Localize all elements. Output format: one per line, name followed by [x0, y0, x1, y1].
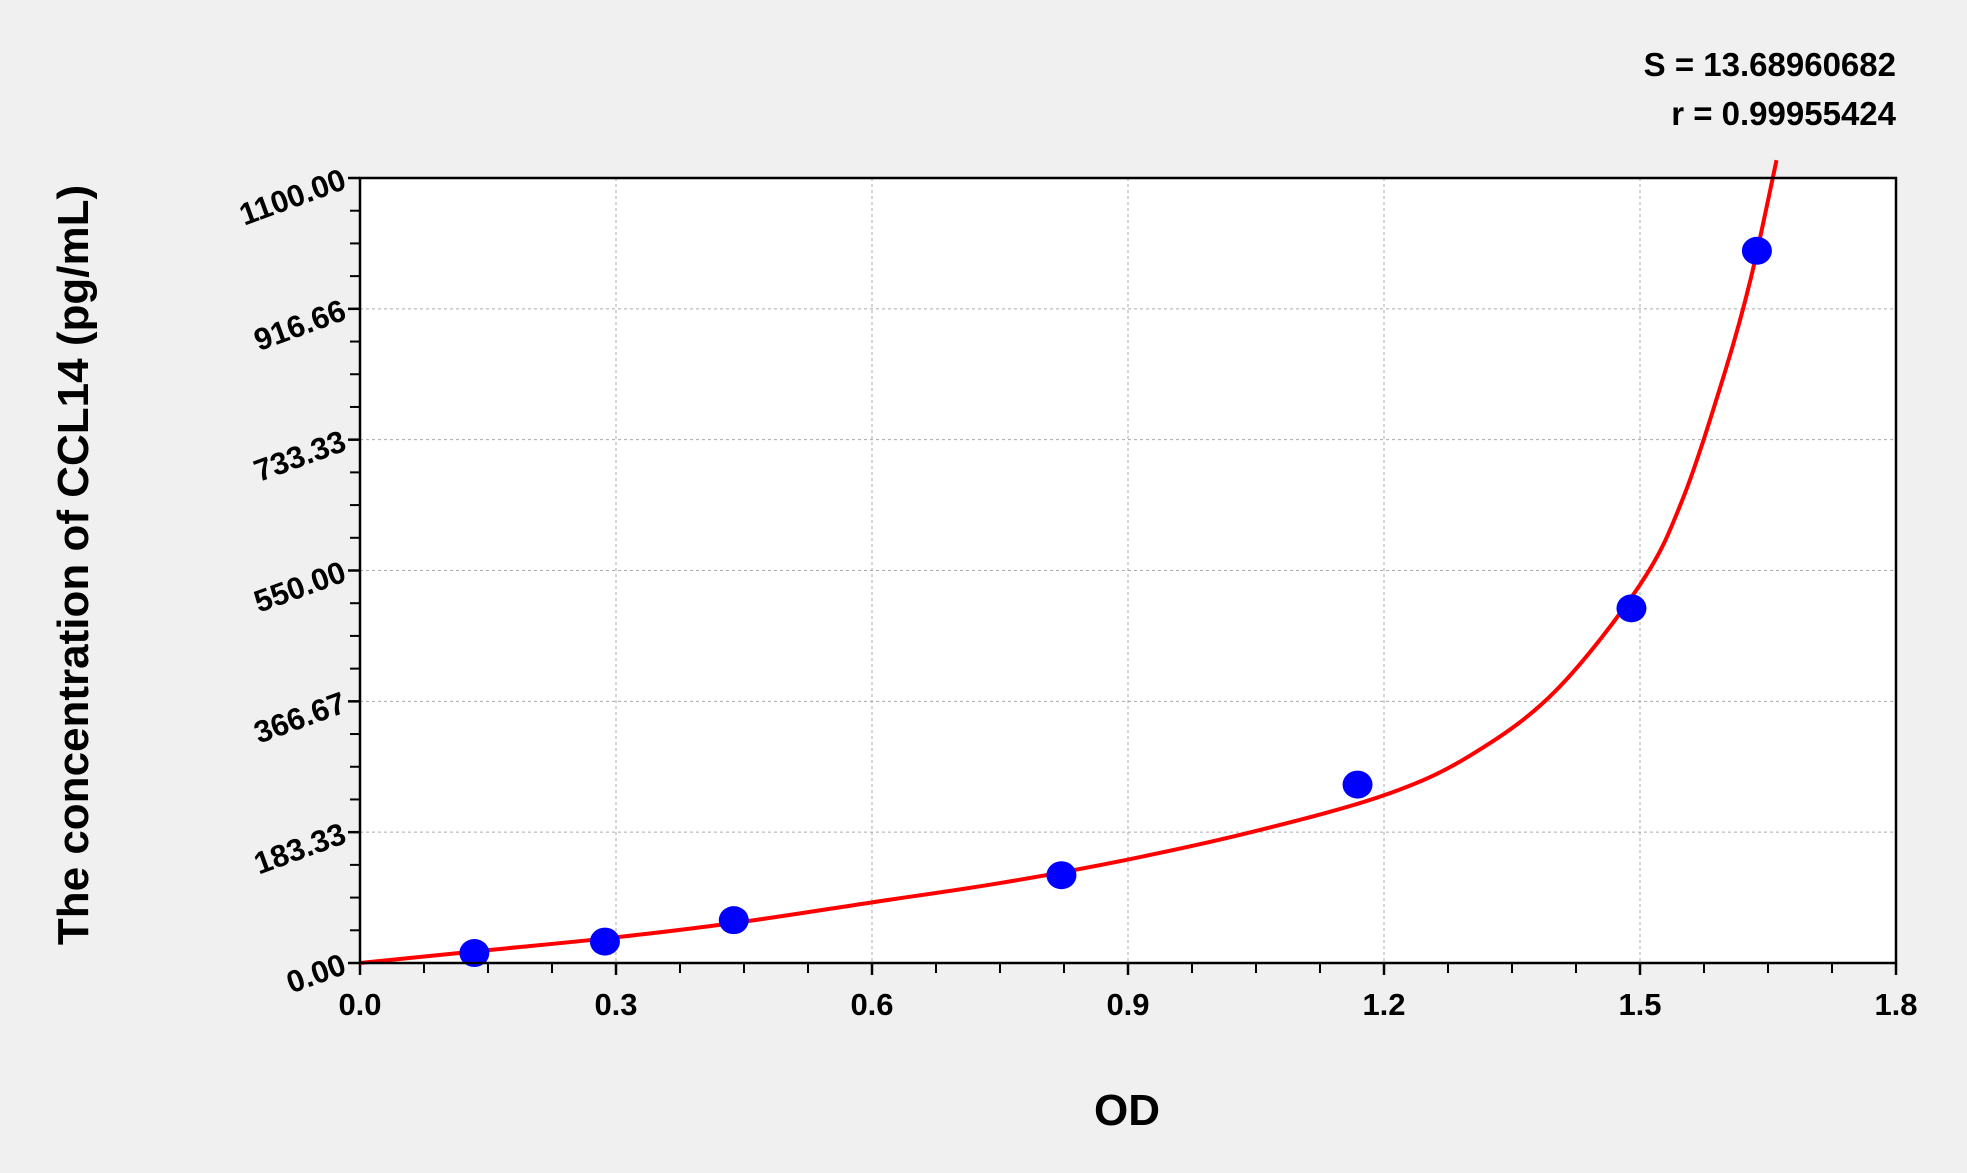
grid — [360, 178, 1896, 963]
data-point — [1616, 594, 1647, 623]
data-points — [459, 236, 1772, 968]
y-tick-label: 733.33 — [249, 423, 350, 488]
annotation-s: S = 13.68960682 — [1644, 46, 1896, 83]
y-tick-label: 366.67 — [249, 685, 350, 750]
x-tick-label: 1.5 — [1618, 987, 1661, 1022]
data-point — [459, 939, 490, 968]
x-axis-label: OD — [1094, 1086, 1160, 1135]
fit-curve — [359, 159, 1779, 965]
data-point — [589, 927, 620, 956]
x-tick-label: 1.2 — [1362, 987, 1405, 1022]
data-point — [1046, 861, 1077, 890]
ticks — [348, 176, 1898, 975]
y-tick-label: 916.66 — [249, 293, 350, 358]
x-tick-label: 0.6 — [850, 987, 893, 1022]
annotation-r: r = 0.99955424 — [1671, 95, 1896, 132]
x-tick-label: 0.3 — [594, 987, 637, 1022]
plot-frame — [358, 176, 1898, 965]
y-tick-label: 1100.00 — [235, 162, 351, 233]
data-point — [1741, 236, 1772, 265]
y-tick-label: 183.33 — [249, 816, 350, 881]
y-axis-label: The concentration of CCL14 (pg/mL) — [49, 185, 98, 945]
x-tick-label: 1.8 — [1874, 987, 1917, 1022]
x-tick-label: 0.9 — [1106, 987, 1149, 1022]
data-point — [718, 906, 749, 935]
data-point — [1342, 770, 1373, 799]
x-tick-label: 0.0 — [338, 987, 381, 1022]
y-tick-label: 550.00 — [249, 554, 350, 619]
